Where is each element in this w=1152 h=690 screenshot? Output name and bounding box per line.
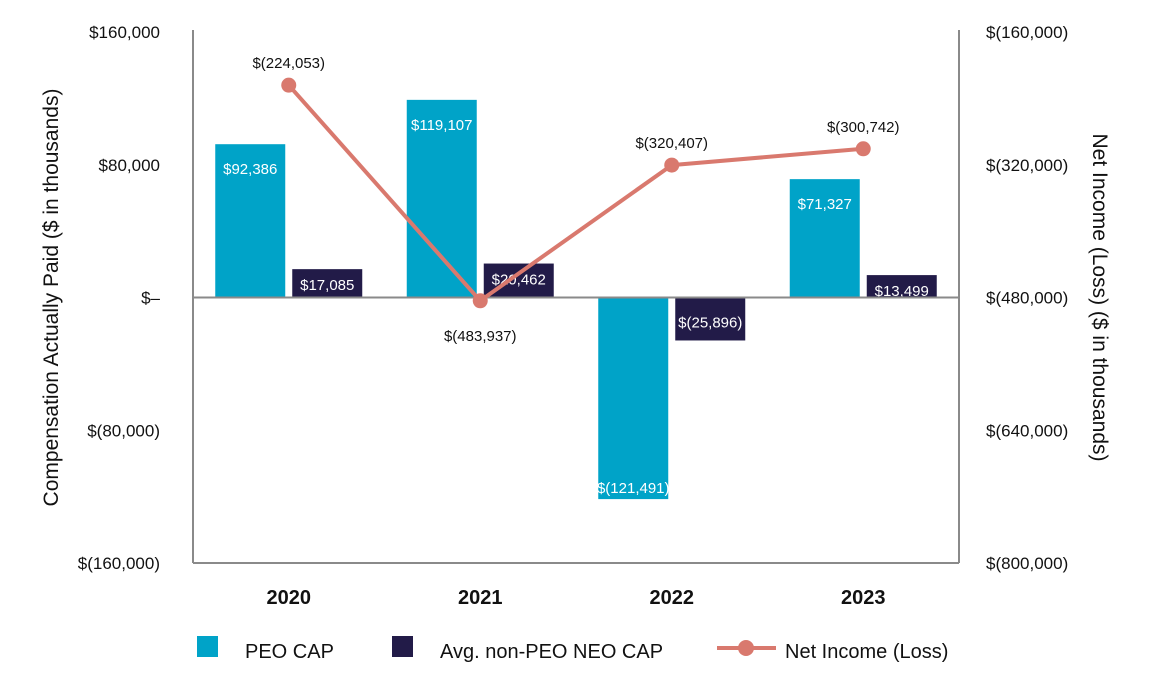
net-income-point-2023 xyxy=(855,141,871,157)
bar-neo-cap-2020 xyxy=(292,269,363,298)
legend-swatch-net-income-marker xyxy=(738,640,754,656)
legend-swatch-neo-cap xyxy=(392,636,413,657)
x-tick-label: 2022 xyxy=(650,587,695,609)
bar-label-neo-cap: $13,499 xyxy=(875,283,929,300)
left-tick-label: $(160,000) xyxy=(78,554,160,573)
legend-label-neo-cap: Avg. non-PEO NEO CAP xyxy=(440,641,663,663)
left-tick-label: $(80,000) xyxy=(87,421,160,440)
x-tick-label: 2020 xyxy=(267,587,312,609)
net-income-label: $(224,053) xyxy=(252,55,325,72)
net-income-label: $(320,407) xyxy=(635,135,708,152)
right-tick-label: $(320,000) xyxy=(986,156,1068,175)
x-tick-label: 2023 xyxy=(841,587,886,609)
right-tick-label: $(800,000) xyxy=(986,554,1068,573)
bar-label-neo-cap: $(25,896) xyxy=(678,315,742,332)
net-income-line xyxy=(287,83,864,303)
bar-label-neo-cap: $17,085 xyxy=(300,277,354,294)
legend-label-net-income: Net Income (Loss) xyxy=(785,641,948,663)
left-tick-label: $160,000 xyxy=(89,23,160,42)
left-axis-title: Compensation Actually Paid ($ in thousan… xyxy=(40,89,63,507)
x-tick-label: 2021 xyxy=(458,587,503,609)
left-tick-label: $80,000 xyxy=(99,156,160,175)
net-income-point-2020 xyxy=(281,77,297,93)
bar-peo-cap-2023 xyxy=(789,179,860,298)
right-tick-label: $(480,000) xyxy=(986,289,1068,308)
net-income-label: $(300,742) xyxy=(827,119,900,136)
right-axis-title: Net Income (Loss) ($ in thousands) xyxy=(1088,134,1111,462)
bar-label-peo-cap: $92,386 xyxy=(223,161,277,178)
net-income-label: $(483,937) xyxy=(444,328,517,345)
bar-neo-cap-2023 xyxy=(866,275,937,298)
legend-label-peo-cap: PEO CAP xyxy=(245,641,334,663)
bar-label-peo-cap: $119,107 xyxy=(411,117,472,134)
left-tick-label: $– xyxy=(141,289,160,308)
legend: PEO CAP Avg. non-PEO NEO CAP Net Income (L… xyxy=(197,636,948,663)
right-tick-label: $(640,000) xyxy=(986,421,1068,440)
bar-peo-cap-2022 xyxy=(598,297,669,500)
net-income-point-2021 xyxy=(472,293,488,309)
bar-label-peo-cap: $(121,491) xyxy=(597,480,670,497)
right-tick-label: $(160,000) xyxy=(986,23,1068,42)
net-income-point-2022 xyxy=(664,157,680,173)
bar-label-peo-cap: $71,327 xyxy=(798,196,852,213)
bar-peo-cap-2021 xyxy=(406,99,477,298)
bar-neo-cap-2022 xyxy=(675,297,746,341)
legend-swatch-peo-cap xyxy=(197,636,218,657)
bar-peo-cap-2020 xyxy=(215,144,286,298)
